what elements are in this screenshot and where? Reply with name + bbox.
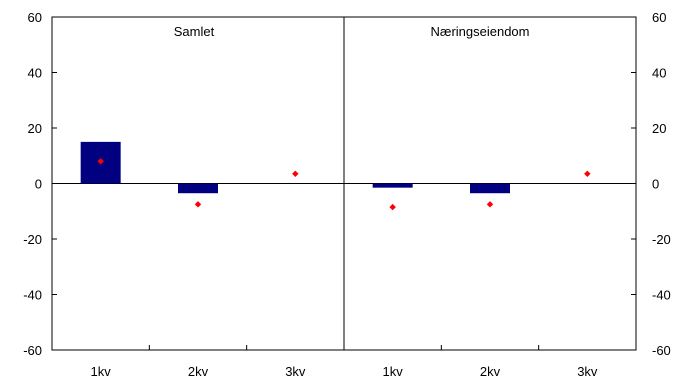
panel-title-2: Næringseiendom: [431, 24, 530, 39]
y2-tick-label: 40: [652, 66, 666, 81]
y-tick-label: -20: [23, 232, 42, 247]
x-tick-label: 3kv: [285, 364, 306, 378]
y2-tick-label: 20: [652, 121, 666, 136]
y-tick-label: -40: [23, 288, 42, 303]
point-series: [97, 158, 591, 211]
point-marker: [486, 201, 494, 208]
x-tick-label: 3kv: [577, 364, 598, 378]
y2-tick-label: 60: [652, 10, 666, 25]
bar: [178, 183, 218, 194]
point-marker: [194, 201, 202, 208]
y-tick-label: 40: [28, 66, 42, 81]
y-tick-label: -60: [23, 343, 42, 358]
y-tick-label: 0: [35, 177, 42, 192]
y2-tick-label: -60: [652, 343, 671, 358]
point-marker: [389, 203, 396, 211]
y2-tick-label: -40: [652, 288, 671, 303]
y-axis-right: 60 40 20 0 -20 -40 -60: [631, 10, 671, 358]
x-axis: 1kv 2kv 3kv 1kv 2kv 3kv: [91, 345, 598, 378]
y-tick-label: 60: [28, 10, 42, 25]
x-tick-label: 1kv: [383, 364, 404, 378]
bar: [372, 183, 413, 188]
panel-title-1: Samlet: [174, 24, 215, 39]
bar-series: [80, 141, 510, 194]
point-marker: [97, 158, 104, 165]
y2-tick-label: -20: [652, 232, 671, 247]
x-tick-label: 1kv: [91, 364, 112, 378]
x-tick-label: 2kv: [188, 364, 209, 378]
point-marker: [292, 170, 299, 177]
y-tick-label: 20: [28, 121, 42, 136]
x-tick-label: 2kv: [480, 364, 501, 378]
y-axis-left: 60 40 20 0 -20 -40 -60: [23, 10, 57, 358]
y2-tick-label: 0: [652, 177, 659, 192]
point-marker: [584, 170, 591, 177]
bar: [470, 183, 510, 194]
